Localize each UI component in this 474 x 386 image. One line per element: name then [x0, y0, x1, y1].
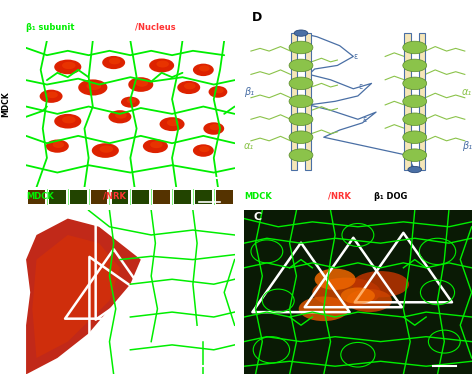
- Ellipse shape: [54, 59, 82, 74]
- Bar: [195, 190, 212, 204]
- Text: /NRK: /NRK: [103, 191, 126, 201]
- Text: α₁: α₁: [462, 87, 472, 97]
- Ellipse shape: [54, 114, 82, 129]
- Bar: [132, 190, 149, 204]
- Ellipse shape: [408, 166, 421, 173]
- Bar: [153, 190, 170, 204]
- Ellipse shape: [115, 112, 127, 119]
- Ellipse shape: [199, 146, 210, 152]
- Bar: [291, 33, 297, 169]
- Ellipse shape: [289, 95, 313, 108]
- Ellipse shape: [199, 65, 210, 71]
- Text: β₁ subunit: β₁ subunit: [26, 23, 77, 32]
- Ellipse shape: [299, 296, 349, 321]
- Bar: [216, 190, 233, 204]
- Ellipse shape: [177, 81, 200, 94]
- Text: D: D: [252, 10, 262, 24]
- Ellipse shape: [403, 77, 427, 90]
- Ellipse shape: [46, 91, 58, 98]
- Polygon shape: [32, 235, 120, 358]
- Ellipse shape: [53, 141, 64, 148]
- Ellipse shape: [62, 116, 76, 124]
- Ellipse shape: [100, 146, 113, 153]
- Ellipse shape: [87, 82, 101, 90]
- Polygon shape: [244, 210, 472, 374]
- Ellipse shape: [403, 131, 427, 144]
- Text: ε: ε: [363, 115, 367, 124]
- Bar: [419, 33, 425, 169]
- Ellipse shape: [289, 131, 313, 144]
- Ellipse shape: [214, 88, 224, 93]
- Text: C: C: [253, 212, 261, 222]
- Bar: [70, 190, 87, 204]
- Text: MDCK: MDCK: [1, 91, 10, 117]
- Ellipse shape: [403, 113, 427, 125]
- Ellipse shape: [136, 80, 148, 87]
- Ellipse shape: [289, 113, 313, 125]
- Text: β₁ DOG: β₁ DOG: [374, 191, 407, 201]
- Text: β₁: β₁: [462, 141, 472, 151]
- Ellipse shape: [289, 149, 313, 161]
- Text: β₁: β₁: [244, 87, 254, 97]
- Text: /NRK: /NRK: [328, 191, 354, 201]
- Ellipse shape: [109, 110, 131, 124]
- Ellipse shape: [403, 41, 427, 54]
- Text: MDCK: MDCK: [244, 191, 272, 201]
- Ellipse shape: [193, 144, 214, 157]
- Bar: [49, 190, 66, 204]
- Ellipse shape: [289, 59, 313, 72]
- Ellipse shape: [315, 269, 356, 290]
- Text: A: A: [35, 41, 43, 51]
- Ellipse shape: [143, 139, 168, 153]
- Ellipse shape: [128, 77, 153, 92]
- Bar: [28, 190, 45, 204]
- Ellipse shape: [46, 139, 69, 153]
- Ellipse shape: [184, 83, 195, 89]
- Ellipse shape: [78, 80, 108, 95]
- Ellipse shape: [403, 95, 427, 108]
- Text: MDCK: MDCK: [26, 191, 54, 201]
- Bar: [111, 190, 128, 204]
- Ellipse shape: [160, 117, 184, 131]
- Ellipse shape: [40, 90, 63, 103]
- Text: ε: ε: [354, 52, 358, 61]
- Text: B: B: [35, 212, 43, 222]
- Bar: [404, 33, 410, 169]
- Text: α₁: α₁: [244, 141, 254, 151]
- Polygon shape: [26, 218, 141, 374]
- Ellipse shape: [403, 149, 427, 161]
- Ellipse shape: [127, 98, 136, 103]
- Ellipse shape: [210, 124, 220, 130]
- Ellipse shape: [102, 56, 125, 69]
- Bar: [305, 33, 311, 169]
- Ellipse shape: [346, 289, 392, 312]
- Ellipse shape: [121, 96, 140, 108]
- Ellipse shape: [403, 59, 427, 72]
- Ellipse shape: [92, 143, 119, 158]
- Bar: [174, 190, 191, 204]
- Ellipse shape: [193, 64, 214, 76]
- Ellipse shape: [209, 86, 228, 98]
- Ellipse shape: [289, 77, 313, 90]
- Ellipse shape: [62, 62, 76, 69]
- Ellipse shape: [109, 58, 120, 64]
- Ellipse shape: [312, 278, 381, 307]
- Text: ε: ε: [358, 83, 362, 91]
- Ellipse shape: [294, 30, 308, 36]
- Ellipse shape: [289, 41, 313, 54]
- Bar: [91, 190, 108, 204]
- Ellipse shape: [341, 288, 375, 304]
- Ellipse shape: [203, 122, 224, 135]
- Ellipse shape: [149, 59, 174, 73]
- Ellipse shape: [156, 61, 169, 68]
- Ellipse shape: [150, 141, 163, 148]
- Ellipse shape: [352, 271, 409, 297]
- Ellipse shape: [167, 119, 179, 126]
- Text: /Nucleus: /Nucleus: [135, 23, 175, 32]
